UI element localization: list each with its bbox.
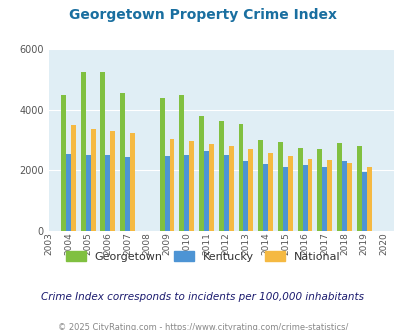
Bar (81, 72, 85, 231)
Bar (198, 116, 203, 231)
Bar (326, 160, 331, 231)
Bar (203, 151, 209, 231)
Bar (341, 161, 346, 231)
Bar (307, 159, 312, 231)
Bar (277, 142, 282, 231)
Bar (209, 144, 213, 231)
Bar (238, 124, 243, 231)
Bar (223, 155, 228, 231)
Bar (243, 161, 248, 231)
Bar (287, 156, 292, 231)
Bar (267, 153, 273, 231)
Bar (336, 143, 341, 231)
Bar (361, 172, 366, 231)
Bar (189, 142, 194, 231)
Bar (71, 125, 76, 231)
Bar (159, 98, 164, 231)
Bar (110, 131, 115, 231)
Bar (297, 148, 302, 231)
Bar (164, 156, 169, 231)
Legend: Georgetown, Kentucky, National: Georgetown, Kentucky, National (61, 247, 344, 266)
Bar (258, 140, 262, 231)
Bar (356, 146, 361, 231)
Bar (179, 95, 184, 231)
Bar (100, 72, 105, 231)
Bar (282, 167, 287, 231)
Bar (248, 149, 253, 231)
Bar (61, 95, 66, 231)
Bar (85, 155, 90, 231)
Bar (125, 157, 130, 231)
Bar (130, 133, 135, 231)
Bar (262, 164, 267, 231)
Text: Crime Index corresponds to incidents per 100,000 inhabitants: Crime Index corresponds to incidents per… (41, 292, 364, 302)
Bar (66, 154, 71, 231)
Bar (366, 167, 371, 231)
Bar (184, 155, 189, 231)
Text: Georgetown Property Crime Index: Georgetown Property Crime Index (69, 8, 336, 22)
Bar (228, 146, 233, 231)
Bar (218, 120, 223, 231)
Bar (322, 167, 326, 231)
Bar (346, 163, 351, 231)
Text: © 2025 CityRating.com - https://www.cityrating.com/crime-statistics/: © 2025 CityRating.com - https://www.city… (58, 323, 347, 330)
Bar (169, 139, 174, 231)
Bar (120, 93, 125, 231)
Bar (317, 149, 322, 231)
Bar (105, 155, 110, 231)
Bar (90, 129, 95, 231)
Bar (302, 165, 307, 231)
